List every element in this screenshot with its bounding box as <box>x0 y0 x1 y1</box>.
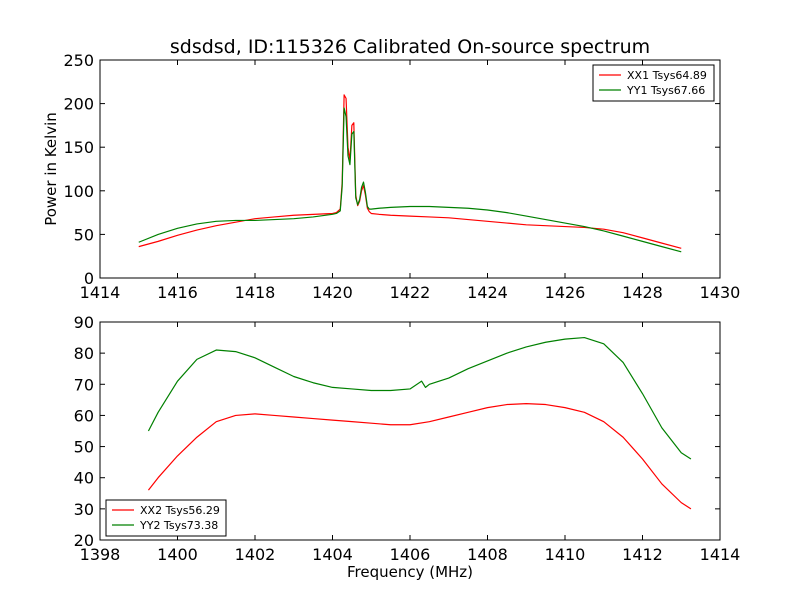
x-tick-label: 1416 <box>157 283 198 302</box>
x-tick-label: 1406 <box>390 545 431 564</box>
x-tick-label: 1400 <box>157 545 198 564</box>
legend-label-1: XX1 Tsys64.89 <box>627 69 707 82</box>
x-tick-label: 1430 <box>700 283 741 302</box>
legend: XX2 Tsys56.29 YY2 Tsys73.38 <box>105 499 227 537</box>
y-axis-title: Power in Kelvin <box>42 112 60 226</box>
x-tick-label: 1398 <box>80 545 121 564</box>
series-line-2 <box>138 107 682 253</box>
y-tick-label: 20 <box>74 531 94 550</box>
top-spectrum-panel: 1414 1416 1418 1420 1422 1424 1426 1428 1430 0 50 1… <box>42 51 740 302</box>
x-tick-label: 1422 <box>390 283 431 302</box>
legend: XX1 Tsys64.89 YY1 Tsys67.66 <box>592 64 715 102</box>
x-tick-label: 1402 <box>235 545 276 564</box>
y-tick-label: 0 <box>84 269 94 288</box>
y-tick-label: 100 <box>63 182 94 201</box>
plot-frame <box>99 59 721 279</box>
y-tick-label: 150 <box>63 138 94 157</box>
x-tick-label: 1404 <box>312 545 353 564</box>
y-tick-label: 250 <box>63 51 94 70</box>
bottom-spectrum-panel: 1398 1400 1402 1404 1406 1408 1410 1412 1414 20 30… <box>74 313 741 581</box>
x-tick-label: 1414 <box>700 545 741 564</box>
x-axis-title: Frequency (MHz) <box>347 563 473 581</box>
x-tick-label: 1408 <box>467 545 508 564</box>
y-tick-label: 50 <box>74 438 94 457</box>
y-tick-label: 50 <box>74 225 94 244</box>
y-tick-label: 200 <box>63 95 94 114</box>
y-tick-label: 70 <box>74 375 94 394</box>
y-tick-label: 80 <box>74 344 94 363</box>
legend-label-2: YY1 Tsys67.66 <box>626 84 705 97</box>
x-tick-label: 1414 <box>80 283 121 302</box>
series-line-2 <box>147 336 692 460</box>
plot-frame <box>99 321 721 541</box>
chart-title: sdsdsd, ID:115326 Calibrated On-source s… <box>170 36 650 58</box>
y-tick-label: 90 <box>74 313 94 332</box>
x-tick-label: 1424 <box>467 283 508 302</box>
y-tick-label: 40 <box>74 469 94 488</box>
y-tick-label: 30 <box>74 500 94 519</box>
legend-label-2: YY2 Tsys73.38 <box>139 519 218 532</box>
x-tick-label: 1410 <box>545 545 586 564</box>
x-tick-label: 1418 <box>235 283 276 302</box>
y-tick-label: 60 <box>74 406 94 425</box>
legend-label-1: XX2 Tsys56.29 <box>140 504 220 517</box>
x-tick-label: 1412 <box>622 545 663 564</box>
legend-frame <box>592 64 715 102</box>
series-line-1 <box>147 402 692 510</box>
x-tick-label: 1428 <box>622 283 663 302</box>
x-tick-label: 1420 <box>312 283 353 302</box>
x-tick-label: 1426 <box>545 283 586 302</box>
legend-frame <box>105 499 227 537</box>
